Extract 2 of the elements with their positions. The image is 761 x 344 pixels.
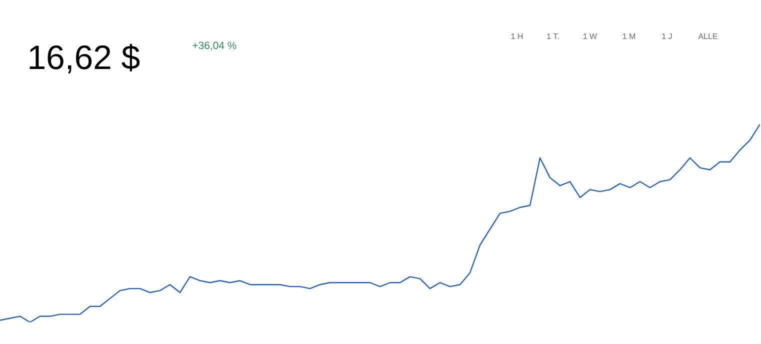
chart-subtitle: +36,04 % [192, 42, 236, 50]
chart-title: 16,62 $ [30, 44, 140, 74]
